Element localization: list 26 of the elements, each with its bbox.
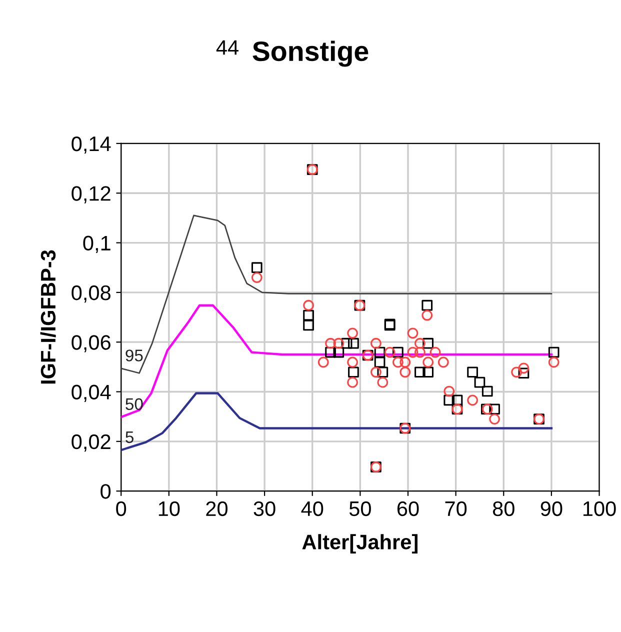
x-tick-label: 100 bbox=[583, 501, 616, 516]
x-tick-label: 60 bbox=[397, 501, 419, 516]
x-tick-label: 20 bbox=[206, 501, 228, 516]
x-tick-label: 50 bbox=[349, 501, 371, 516]
series-label: 5 bbox=[126, 431, 134, 444]
y-tick-label: 0,08 bbox=[72, 285, 110, 303]
series-label: 95 bbox=[126, 350, 143, 362]
x-tick-label: 80 bbox=[492, 501, 514, 516]
x-tick-label: 10 bbox=[158, 501, 180, 516]
y-tick-label: 0,1 bbox=[83, 236, 110, 253]
x-tick-label: 70 bbox=[445, 501, 467, 516]
x-axis-title: Alter[Jahre] bbox=[302, 534, 418, 554]
y-tick-label: 0,04 bbox=[72, 384, 111, 402]
text: 44 bbox=[216, 40, 238, 55]
x-tick-label: 90 bbox=[540, 501, 562, 516]
y-axis-title: IGF-I/IGFBP-3 bbox=[40, 250, 56, 384]
x-tick-label: 30 bbox=[254, 501, 276, 516]
x-tick-label: 40 bbox=[301, 501, 324, 516]
y-tick-label: 0,12 bbox=[72, 186, 110, 204]
y-tick-label: 0,06 bbox=[72, 335, 110, 352]
x-tick-label: 0 bbox=[116, 501, 126, 516]
y-tick-label: 0,14 bbox=[72, 136, 111, 154]
y-tick-label: 0,02 bbox=[72, 434, 110, 452]
series-label: 50 bbox=[126, 398, 143, 410]
chart-title: Sonstige bbox=[252, 40, 368, 67]
y-tick-label: 0 bbox=[100, 484, 111, 499]
